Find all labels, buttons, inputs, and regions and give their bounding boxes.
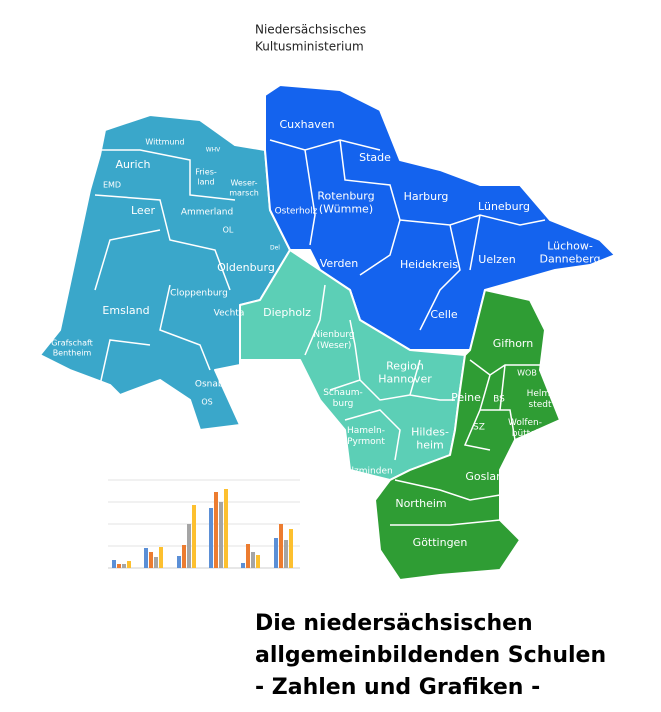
region-label: Aurich (115, 158, 150, 171)
region-label: Holzminden (339, 467, 392, 477)
title-line: - Zahlen und Grafiken - (255, 675, 540, 700)
region-label: Del (270, 245, 280, 252)
region-label: Leer (131, 204, 155, 217)
map (39, 84, 616, 581)
region-label: Uelzen (478, 253, 515, 266)
region-label: Bentheim (53, 348, 92, 357)
region-label: büttel (512, 429, 539, 439)
region-label: OS (201, 398, 212, 407)
region-label: Nienburg (313, 330, 354, 340)
region-label: Danneberg (540, 253, 601, 266)
region-label: Cloppenburg (170, 289, 228, 299)
region-label: Helm- (527, 389, 554, 399)
region-label: Wittmund (145, 138, 184, 147)
region-north-east (264, 84, 616, 351)
region-label: Oldenburg (217, 261, 275, 274)
region-label: Verden (320, 257, 359, 270)
region-label: WHV (206, 147, 221, 154)
region-label: Northeim (395, 497, 446, 510)
region-label: Pyrmont (347, 437, 385, 447)
region-label: (Weser) (317, 341, 352, 351)
chart-icon (108, 479, 300, 569)
district-border (94, 149, 236, 386)
region-label: Cuxhaven (279, 118, 334, 131)
region-label: EMD (103, 181, 121, 190)
region-label: Rotenburg (317, 189, 374, 202)
region-label: Lüneburg (478, 200, 530, 213)
region-label: Fries- (195, 168, 217, 177)
region-label: Lüchow- (547, 239, 593, 252)
region-label: Heidekreis (400, 258, 458, 271)
region-label: Weser- (230, 179, 257, 188)
region-label: heim (416, 439, 444, 452)
region-label: Stade (359, 151, 391, 164)
region-label: WOB (517, 369, 537, 378)
header-line: Niedersächsisches (255, 23, 366, 37)
region-labels: Wittmund WHV Aurich Fries-land EMD Weser-mars… (51, 118, 600, 549)
region-label: Harburg (404, 190, 449, 203)
region-label: Celle (430, 308, 458, 321)
region-label: Osterholz (275, 207, 318, 217)
region-label: Diepholz (263, 306, 311, 319)
region-label: Gifhorn (493, 337, 533, 350)
region-label: Wolfen- (508, 418, 542, 428)
region-label: Osnabrück (195, 380, 244, 390)
region-label: SZ (473, 423, 485, 433)
region-label: marsch (229, 188, 259, 197)
region-label: Peine (451, 391, 481, 404)
region-label: (Wümme) (319, 203, 373, 216)
region-south-east (374, 289, 561, 581)
region-label: Region (386, 359, 424, 372)
region-west (39, 114, 291, 431)
title-line: allgemeinbildenden Schulen (255, 643, 606, 668)
region-label: stedt (529, 400, 552, 410)
region-label: Emsland (102, 304, 149, 317)
district-border (390, 359, 540, 526)
region-label: Hannover (378, 373, 432, 386)
district-border (269, 139, 546, 331)
region-label: Grafschaft (51, 339, 93, 348)
region-label: burg (333, 399, 354, 409)
region-label: BS (493, 395, 505, 405)
region-label: Schaum- (323, 388, 363, 398)
title-line: Die niedersächsischen (255, 611, 533, 636)
region-label: Vechta (214, 309, 245, 319)
region-label: Göttingen (413, 536, 468, 549)
region-label: land (197, 177, 214, 186)
icon-bars (112, 489, 293, 568)
header-line: Kultusministerium (255, 40, 364, 54)
district-border (304, 284, 455, 461)
region-label: OL (223, 226, 234, 235)
region-label: Goslar (465, 470, 501, 483)
region-label: Ammerland (181, 208, 233, 218)
region-label: Hameln- (347, 426, 385, 436)
region-label: Hildes- (411, 425, 449, 438)
